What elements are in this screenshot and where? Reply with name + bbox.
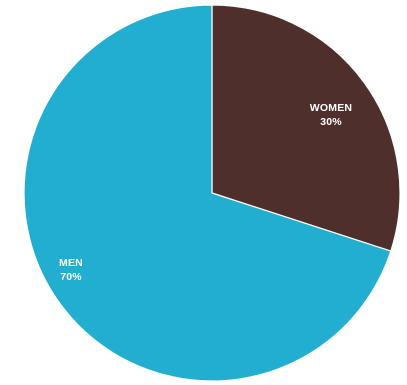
- pie-slices: [23, 4, 401, 382]
- slice-value-women: 30%: [320, 116, 342, 128]
- slice-label-women: WOMEN: [310, 102, 352, 114]
- pie-slice-women: [211, 4, 401, 252]
- slice-value-men: 70%: [60, 271, 82, 283]
- pie-slice-men: [23, 4, 392, 382]
- slice-label-men: MEN: [59, 257, 83, 269]
